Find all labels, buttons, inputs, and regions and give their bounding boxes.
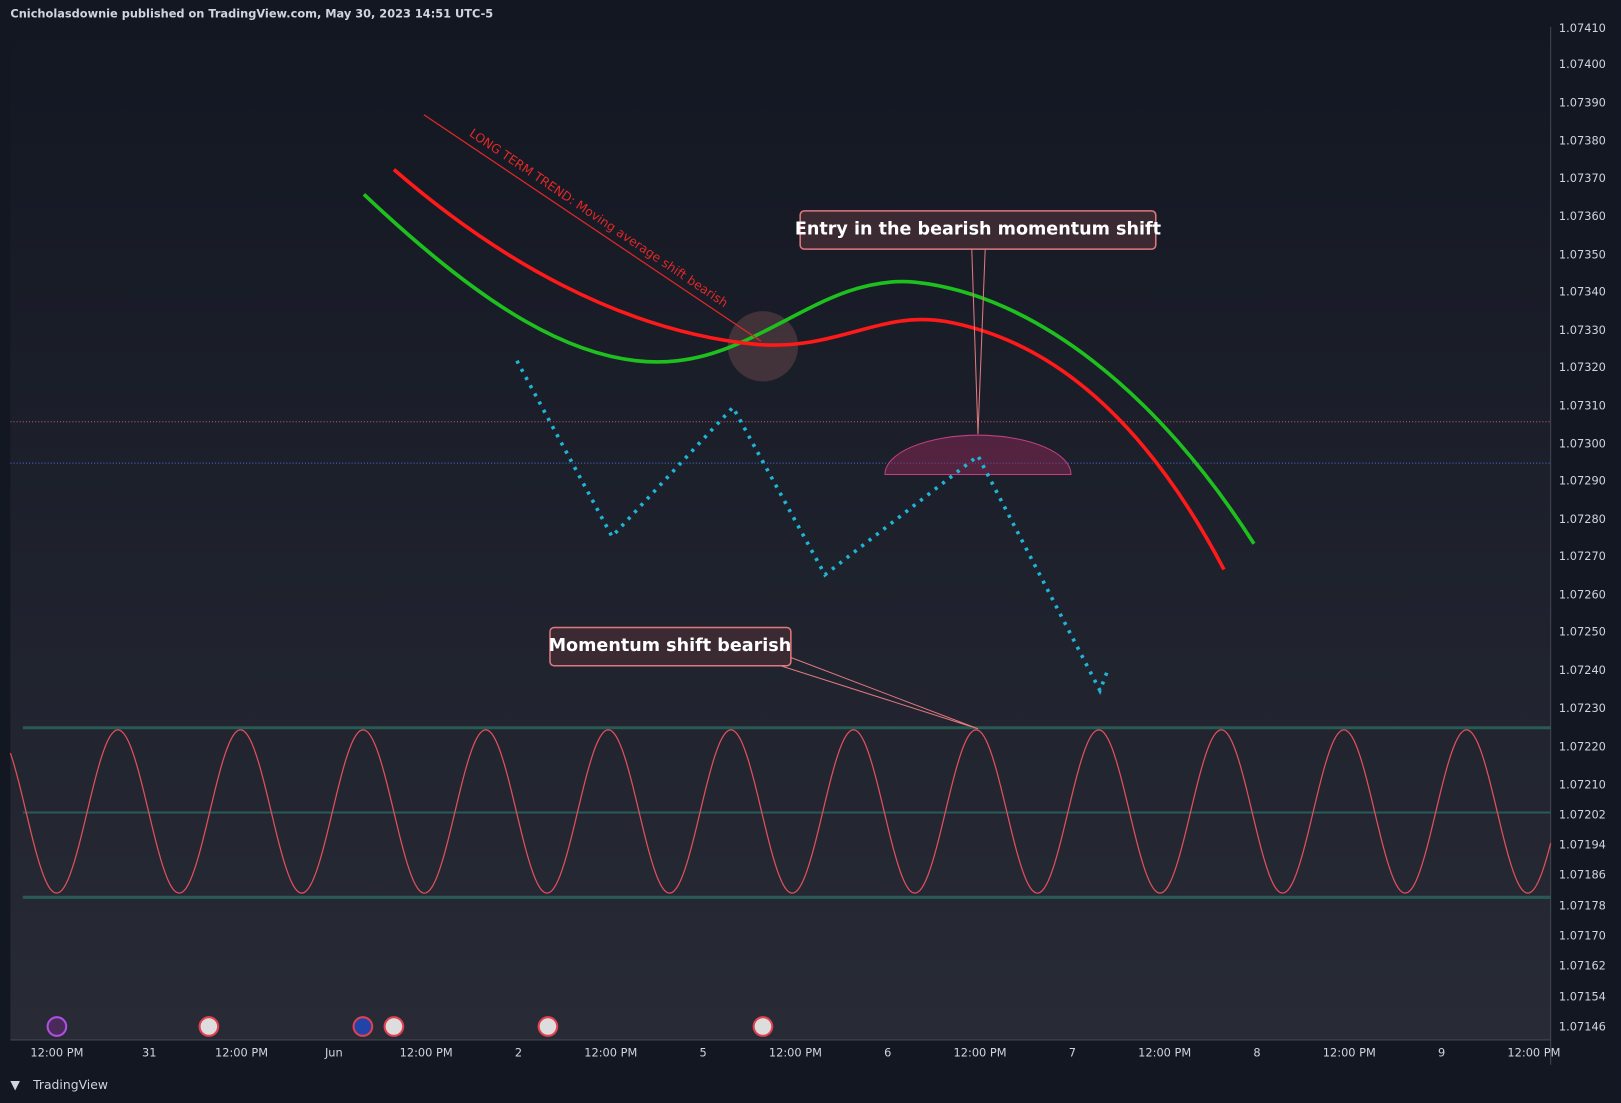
price-label: 1.07290 — [1559, 474, 1606, 488]
time-label: 2 — [515, 1045, 522, 1059]
price-label: 1.07380 — [1559, 134, 1606, 148]
time-label: 12:00 PM — [400, 1045, 453, 1059]
price-label: 1.07280 — [1559, 512, 1606, 526]
price-label: 1.07320 — [1559, 360, 1606, 374]
callout-text: Entry in the bearish momentum shift — [795, 219, 1161, 239]
price-label: 1.07330 — [1559, 323, 1606, 337]
time-label: 12:00 PM — [1323, 1045, 1376, 1059]
time-label: 8 — [1253, 1045, 1260, 1059]
ma-red — [392, 168, 1226, 571]
price-label: 1.07186 — [1559, 868, 1606, 882]
time-label: Jun — [324, 1045, 343, 1059]
ma-green — [362, 193, 1256, 545]
time-axis: 12:00 PM 31 12:00 PM Jun 12:00 PM 2 12:00 PM 5 1… — [30, 1045, 1560, 1059]
footer-logo: ▼ — [10, 1077, 20, 1092]
price-label: 1.07210 — [1559, 778, 1606, 792]
time-label: 6 — [884, 1045, 891, 1059]
sine-wave — [9, 729, 1552, 894]
price-label: 1.07390 — [1559, 95, 1606, 109]
callout — [549, 626, 792, 667]
price-label: 1.07340 — [1559, 285, 1606, 299]
time-label: 7 — [1069, 1045, 1076, 1059]
time-label: 12:00 PM — [769, 1045, 822, 1059]
price-label: 1.07300 — [1559, 437, 1606, 451]
price-label: 1.07310 — [1559, 398, 1606, 412]
projection — [515, 359, 1110, 695]
price-label: 1.07370 — [1559, 171, 1606, 185]
time-label: 12:00 PM — [215, 1045, 268, 1059]
price-label: 1.07146 — [1559, 1020, 1606, 1034]
time-label: 9 — [1438, 1045, 1445, 1059]
time-label: 12:00 PM — [30, 1045, 83, 1059]
callout-text: Momentum shift bearish — [549, 636, 792, 656]
time-label: 12:00 PM — [954, 1045, 1007, 1059]
price-label: 1.07410 — [1559, 21, 1606, 35]
chart-pane — [10, 26, 1551, 1040]
price-label: 1.07230 — [1559, 701, 1606, 715]
price-label: 1.07270 — [1559, 549, 1606, 563]
price-label: 1.07154 — [1559, 990, 1606, 1004]
price-label: 1.07400 — [1559, 57, 1606, 71]
time-label: 12:00 PM — [584, 1045, 637, 1059]
time-label: 5 — [699, 1045, 706, 1059]
callout-pointer — [971, 249, 986, 435]
price-label: 1.07162 — [1559, 959, 1606, 973]
event-icons — [46, 1016, 774, 1037]
arc — [884, 434, 1072, 476]
price-label: 1.07240 — [1559, 663, 1606, 677]
header: Cnicholasdownie published on TradingView… — [10, 6, 493, 20]
price-label: 1.07194 — [1559, 838, 1606, 852]
time-label: 31 — [142, 1045, 156, 1059]
price-label: 1.07220 — [1559, 739, 1606, 753]
trend-line — [423, 114, 762, 342]
price-label: 1.07350 — [1559, 247, 1606, 261]
price-label: 1.07202 — [1559, 808, 1606, 822]
callout — [799, 210, 1157, 250]
price-label: 1.07170 — [1559, 929, 1606, 943]
price-label: 1.07260 — [1559, 587, 1606, 601]
oscillator-levels — [22, 726, 1551, 899]
price-label: 1.07250 — [1559, 625, 1606, 639]
price-axis: 1.07410 1.07400 1.07390 1.07380 1.07370 1.073… — [1559, 21, 1606, 1034]
time-label: 12:00 PM — [1138, 1045, 1191, 1059]
callout-pointer — [780, 656, 979, 730]
price-label: 1.07360 — [1559, 209, 1606, 223]
time-label: 12:00 PM — [1507, 1045, 1560, 1059]
price-label: 1.07178 — [1559, 899, 1606, 913]
footer-brand: TradingView — [32, 1077, 108, 1092]
